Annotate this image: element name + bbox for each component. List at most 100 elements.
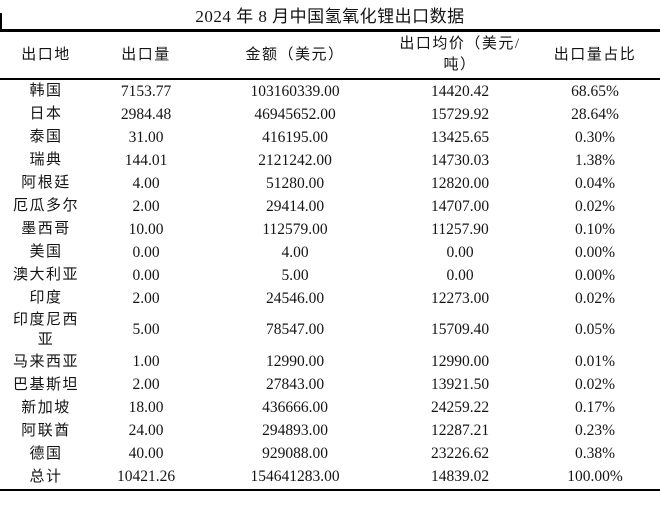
cell-share: 28.64%: [571, 105, 619, 123]
cell-share: 0.01%: [574, 353, 616, 371]
cell-avg-price: 0.00: [446, 243, 474, 261]
table-body: 韩国 7153.77 103160339.00 14420.42 68.65% …: [0, 79, 660, 490]
cell-share: 0.04%: [574, 174, 616, 192]
cell-amount: 12990.00: [265, 353, 325, 371]
cell-amount: 103160339.00: [250, 82, 340, 100]
cell-volume: 0.00: [132, 266, 160, 284]
cell-destination: 巴基斯坦: [12, 376, 79, 393]
cell-share: 0.05%: [574, 321, 616, 339]
table-row: 新加坡 18.00 436666.00 24259.22 0.17%: [0, 397, 660, 420]
table-row: 印度 2.00 24546.00 12273.00 0.02%: [0, 287, 660, 310]
cell-amount: 27843.00: [265, 376, 325, 394]
cell-avg-price: 14839.02: [430, 468, 490, 486]
cell-volume: 1.00: [132, 353, 160, 371]
cell-avg-price: 12990.00: [430, 353, 490, 371]
cell-volume: 4.00: [132, 174, 160, 192]
table-header: 出口地 出口量 金额（美元） 出口均价（美元/ 吨） 出口量占比: [0, 30, 660, 80]
cell-avg-price: 0.00: [446, 266, 474, 284]
cell-amount: 78547.00: [265, 321, 325, 339]
cell-destination: 美国: [29, 244, 63, 261]
cell-avg-price: 13425.65: [430, 128, 490, 146]
cell-volume: 10421.26: [116, 468, 176, 486]
cell-avg-price: 15729.92: [430, 105, 490, 123]
cell-avg-price: 12287.21: [430, 422, 490, 440]
table-row: 泰国 31.00 416195.00 13425.65 0.30%: [0, 126, 660, 149]
table-row: 墨西哥 10.00 112579.00 11257.90 0.10%: [0, 218, 660, 241]
table-row: 瑞典 144.01 2121242.00 14730.03 1.38%: [0, 149, 660, 172]
export-data-table: 出口地 出口量 金额（美元） 出口均价（美元/ 吨） 出口量占比 韩国 7153…: [0, 29, 660, 491]
cell-amount: 929088.00: [262, 445, 328, 463]
cell-destination: 泰国: [29, 129, 63, 146]
cell-amount: 5.00: [281, 266, 309, 284]
cell-volume: 18.00: [128, 399, 164, 417]
cell-share: 0.02%: [574, 289, 616, 307]
page-title: 2024 年 8 月中国氢氧化锂出口数据: [195, 7, 465, 26]
table-row: 阿联酋 24.00 294893.00 12287.21 0.23%: [0, 420, 660, 443]
cell-amount: 436666.00: [262, 399, 328, 417]
cell-share: 0.38%: [574, 445, 616, 463]
cell-volume: 5.00: [132, 321, 160, 339]
cell-avg-price: 23226.62: [430, 445, 490, 463]
table-row-total: 总计 10421.26 154641283.00 14839.02 100.00…: [0, 466, 660, 490]
column-header-label-line2: 吨）: [443, 57, 477, 73]
table-row: 德国 40.00 929088.00 23226.62 0.38%: [0, 443, 660, 466]
cell-amount: 24546.00: [265, 289, 325, 307]
cell-volume: 2.00: [132, 289, 160, 307]
cell-avg-price: 14707.00: [430, 197, 490, 215]
cell-destination: 印度尼西亚: [12, 312, 79, 349]
cell-avg-price: 13921.50: [430, 376, 490, 394]
column-header-label: 出口量占比: [553, 46, 637, 63]
column-header-label-line1: 出口均价（美元/: [399, 36, 521, 52]
cell-volume: 7153.77: [120, 82, 172, 100]
cell-amount: 294893.00: [262, 422, 328, 440]
cell-amount: 112579.00: [262, 220, 328, 238]
column-header-destination: 出口地: [0, 30, 92, 80]
table-row: 美国 0.00 4.00 0.00 0.00%: [0, 241, 660, 264]
cell-avg-price: 14730.03: [430, 151, 490, 169]
cell-share: 0.02%: [574, 197, 616, 215]
cell-destination: 阿根廷: [21, 175, 71, 192]
cell-share: 0.17%: [574, 399, 616, 417]
cell-destination: 印度: [29, 290, 63, 307]
cell-amount: 154641283.00: [250, 468, 340, 486]
cell-share: 0.00%: [574, 266, 616, 284]
column-header-amount: 金额（美元）: [200, 30, 390, 80]
cell-avg-price: 11257.90: [431, 220, 489, 238]
cell-avg-price: 12273.00: [430, 289, 490, 307]
column-header-share: 出口量占比: [530, 30, 660, 80]
cell-amount: 2121242.00: [258, 151, 332, 169]
left-edge-tick: [0, 13, 2, 30]
cell-amount: 46945652.00: [254, 105, 336, 123]
table-row: 阿根廷 4.00 51280.00 12820.00 0.04%: [0, 172, 660, 195]
cell-share: 1.38%: [574, 151, 616, 169]
cell-destination: 总计: [29, 468, 63, 485]
column-header-label: 金额（美元）: [245, 46, 345, 63]
cell-destination: 马来西亚: [12, 353, 79, 370]
table-header-row: 出口地 出口量 金额（美元） 出口均价（美元/ 吨） 出口量占比: [0, 30, 660, 80]
column-header-label: 出口地: [21, 46, 71, 63]
table-row: 巴基斯坦 2.00 27843.00 13921.50 0.02%: [0, 374, 660, 397]
cell-volume: 10.00: [128, 220, 164, 238]
cell-volume: 40.00: [128, 445, 164, 463]
cell-avg-price: 14420.42: [430, 82, 490, 100]
cell-destination: 德国: [29, 445, 63, 462]
column-header-volume: 出口量: [92, 30, 200, 80]
column-header-avg-price: 出口均价（美元/ 吨）: [390, 30, 530, 80]
cell-avg-price: 24259.22: [430, 399, 490, 417]
cell-volume: 31.00: [128, 128, 164, 146]
cell-share: 0.02%: [574, 376, 616, 394]
table-row: 厄瓜多尔 2.00 29414.00 14707.00 0.02%: [0, 195, 660, 218]
cell-amount: 29414.00: [265, 197, 325, 215]
cell-share: 0.10%: [574, 220, 616, 238]
cell-destination: 新加坡: [21, 399, 71, 416]
cell-destination: 澳大利亚: [12, 267, 79, 284]
cell-volume: 2984.48: [120, 105, 172, 123]
table-row: 印度尼西亚 5.00 78547.00 15709.40 0.05%: [0, 310, 660, 351]
cell-volume: 144.01: [124, 151, 168, 169]
cell-amount: 51280.00: [265, 174, 325, 192]
cell-amount: 416195.00: [262, 128, 328, 146]
cell-share: 0.30%: [574, 128, 616, 146]
cell-volume: 24.00: [128, 422, 164, 440]
table-row: 韩国 7153.77 103160339.00 14420.42 68.65%: [0, 79, 660, 103]
